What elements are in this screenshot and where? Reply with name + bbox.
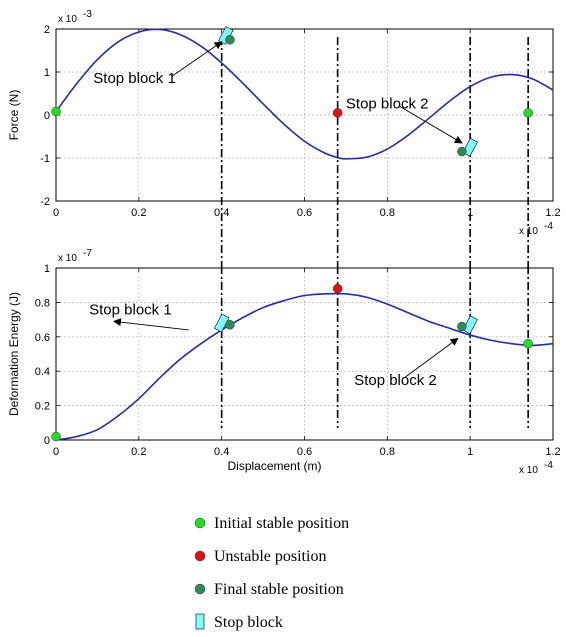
energy-chart: 0 0.2 0.4 0.6 0.8 1 1.2 0 0.2 0.4 0.6 0.8 1 x 10 -7 x 1…: [7, 248, 561, 476]
axes-frame: [55, 267, 554, 441]
annotation-arrow: [171, 41, 223, 77]
x-tick-label: 0: [53, 446, 59, 458]
series-line: [55, 292, 554, 441]
y-scale-label: x 10: [58, 253, 77, 264]
annotation-label: Stop block 2: [354, 372, 437, 389]
final-point: [225, 35, 235, 45]
annotation-label: Stop block 1: [93, 70, 176, 87]
y-tick-label: 1: [44, 67, 50, 79]
x-scale-exponent: -4: [544, 460, 553, 471]
y-tick-label: 0: [44, 110, 50, 122]
stop-block-marker: [213, 313, 230, 333]
legend-unstable-icon: [194, 550, 206, 562]
annotation-arrow: [403, 337, 459, 379]
legend-label: Unstable position: [214, 548, 326, 565]
stop-block-marker: [462, 315, 478, 335]
legend: Initial stable position Unstable position…: [194, 515, 349, 631]
final-point: [457, 321, 467, 332]
x-tick-label: 0.6: [297, 446, 312, 458]
initial-point: [523, 108, 533, 118]
y-tick-label: -1: [40, 153, 50, 165]
y-tick-label: 0.8: [35, 297, 50, 309]
x-axis-label: Displacement (m): [227, 459, 321, 473]
legend-initial-icon: [194, 517, 206, 529]
x-tick-label: 1.2: [545, 446, 560, 458]
final-point: [225, 320, 235, 330]
y-scale-label: x 10: [58, 14, 77, 25]
legend-label: Final stable position: [214, 581, 344, 598]
y-tick-label: 0: [44, 435, 50, 447]
x-tick-label: 0.2: [131, 207, 146, 219]
x-tick-label: 0: [53, 207, 59, 219]
x-tick-label: 0.8: [380, 446, 395, 458]
x-scale-label: x 10: [519, 465, 538, 476]
x-tick-label: 0.6: [297, 207, 312, 219]
annotation-arrow: [399, 106, 463, 144]
y-scale-exponent: -7: [83, 248, 92, 259]
annotation-label: Stop block 2: [346, 96, 429, 113]
y-tick-label: 1: [44, 263, 50, 275]
initial-point: [51, 106, 61, 117]
x-scale-exponent: -4: [544, 221, 553, 232]
y-axis-label: Force (N): [7, 90, 21, 141]
legend-label: Stop block: [214, 614, 283, 631]
annotation-arrow: [112, 318, 189, 331]
x-tick-label: 1: [467, 446, 473, 458]
y-tick-label: 0.6: [35, 332, 50, 344]
legend-stop-block-icon: [195, 613, 205, 630]
series-line: [55, 28, 554, 160]
y-axis-label: Deformation Energy (J): [7, 292, 21, 416]
x-tick-label: 0.4: [214, 446, 229, 458]
unstable-point: [332, 108, 343, 118]
legend-label: Initial stable position: [214, 515, 349, 532]
initial-point: [51, 431, 61, 442]
y-tick-label: -2: [40, 196, 50, 208]
legend-final-icon: [194, 583, 206, 595]
x-tick-label: 0.2: [131, 446, 146, 458]
y-tick-label: 0.4: [35, 366, 50, 378]
unstable-point: [332, 283, 343, 294]
initial-point: [523, 338, 533, 349]
y-scale-exponent: -3: [83, 9, 92, 20]
final-point: [457, 146, 467, 157]
y-tick-label: 2: [44, 24, 50, 36]
y-tick-label: 0.2: [35, 401, 50, 413]
x-tick-label: 0.8: [380, 207, 395, 219]
x-tick-label: 1.2: [545, 207, 560, 219]
annotation-label: Stop block 1: [89, 301, 172, 318]
